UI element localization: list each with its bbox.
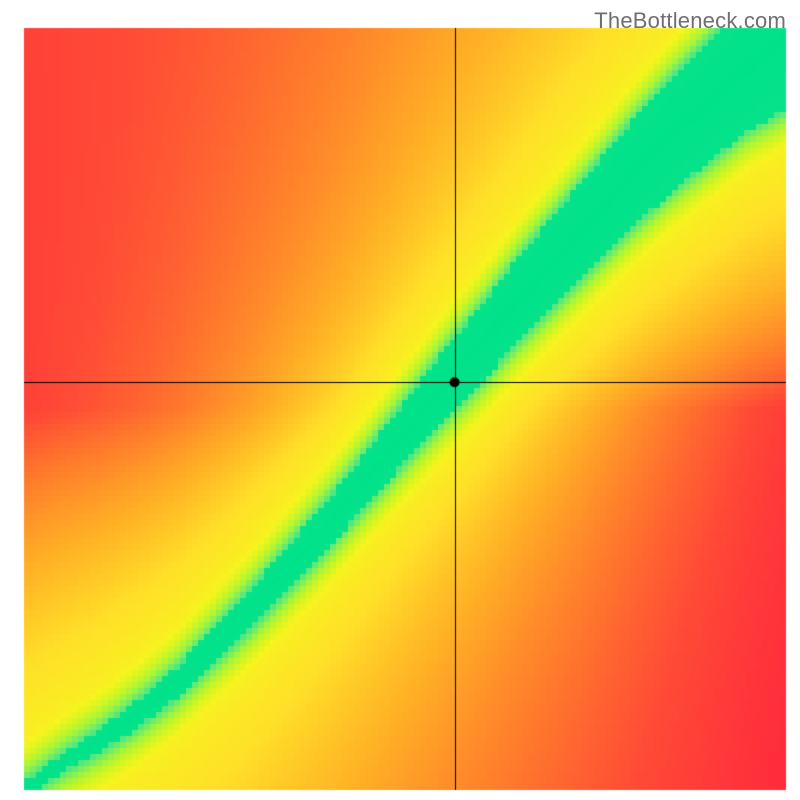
watermark-label: TheBottleneck.com [594,8,786,34]
chart-container: TheBottleneck.com [0,0,800,800]
heatmap-canvas [0,0,800,800]
